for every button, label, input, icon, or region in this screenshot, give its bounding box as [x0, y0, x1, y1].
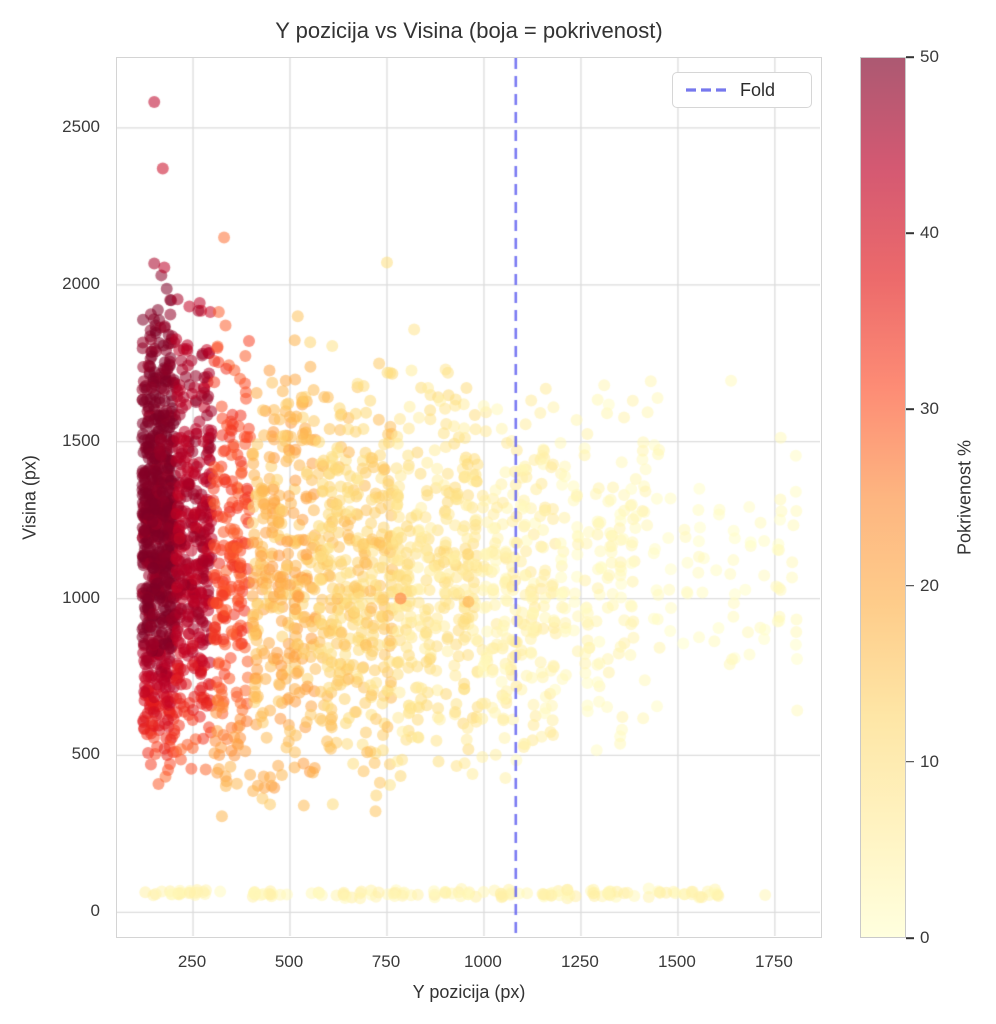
x-tick-label: 250: [177, 952, 207, 971]
colorbar-tick-label: 0: [920, 928, 930, 947]
y-tick-label: 2000: [62, 273, 100, 293]
colorbar-tick-mark: [906, 761, 914, 763]
scatter-canvas: [117, 58, 820, 936]
colorbar-tick-mark: [906, 937, 914, 939]
x-tick-label: 750: [371, 952, 401, 971]
x-axis-label: Y pozicija (px): [412, 982, 526, 1002]
colorbar-tick-mark: [906, 232, 914, 234]
x-tick-label: 500: [274, 952, 304, 971]
y-tick-label: 500: [71, 744, 100, 764]
colorbar-tick-label: 30: [920, 399, 939, 419]
y-tick-label: 0: [90, 901, 100, 921]
colorbar-tick-label: 40: [920, 223, 939, 243]
plot-area: [116, 57, 822, 938]
x-tick-label: 1000: [464, 952, 502, 971]
x-tick-label: 1750: [754, 952, 793, 971]
x-tick-label: 1500: [657, 952, 696, 971]
x-tick-label: 1250: [561, 952, 599, 971]
colorbar-tick-label: 50: [920, 47, 939, 66]
y-tick-label: 2500: [62, 116, 100, 136]
colorbar-label: Pokrivenost %: [954, 439, 975, 556]
colorbar-tick-mark: [906, 584, 914, 587]
colorbar-tick-mark: [906, 56, 914, 58]
y-tick-label: 1000: [62, 587, 100, 607]
legend-label: Fold: [740, 79, 776, 100]
colorbar-tick-label: 10: [920, 751, 939, 771]
legend: Fold: [672, 72, 812, 108]
chart-title: Y pozicija vs Visina (boja = pokrivenost…: [275, 18, 663, 43]
colorbar-tick-mark: [906, 408, 914, 411]
y-axis-label: Visina (px): [19, 455, 40, 540]
colorbar: [860, 57, 906, 938]
y-tick-label: 1500: [62, 430, 100, 450]
fold-dashed-line-icon: [686, 88, 728, 92]
colorbar-tick-label: 20: [920, 575, 939, 595]
